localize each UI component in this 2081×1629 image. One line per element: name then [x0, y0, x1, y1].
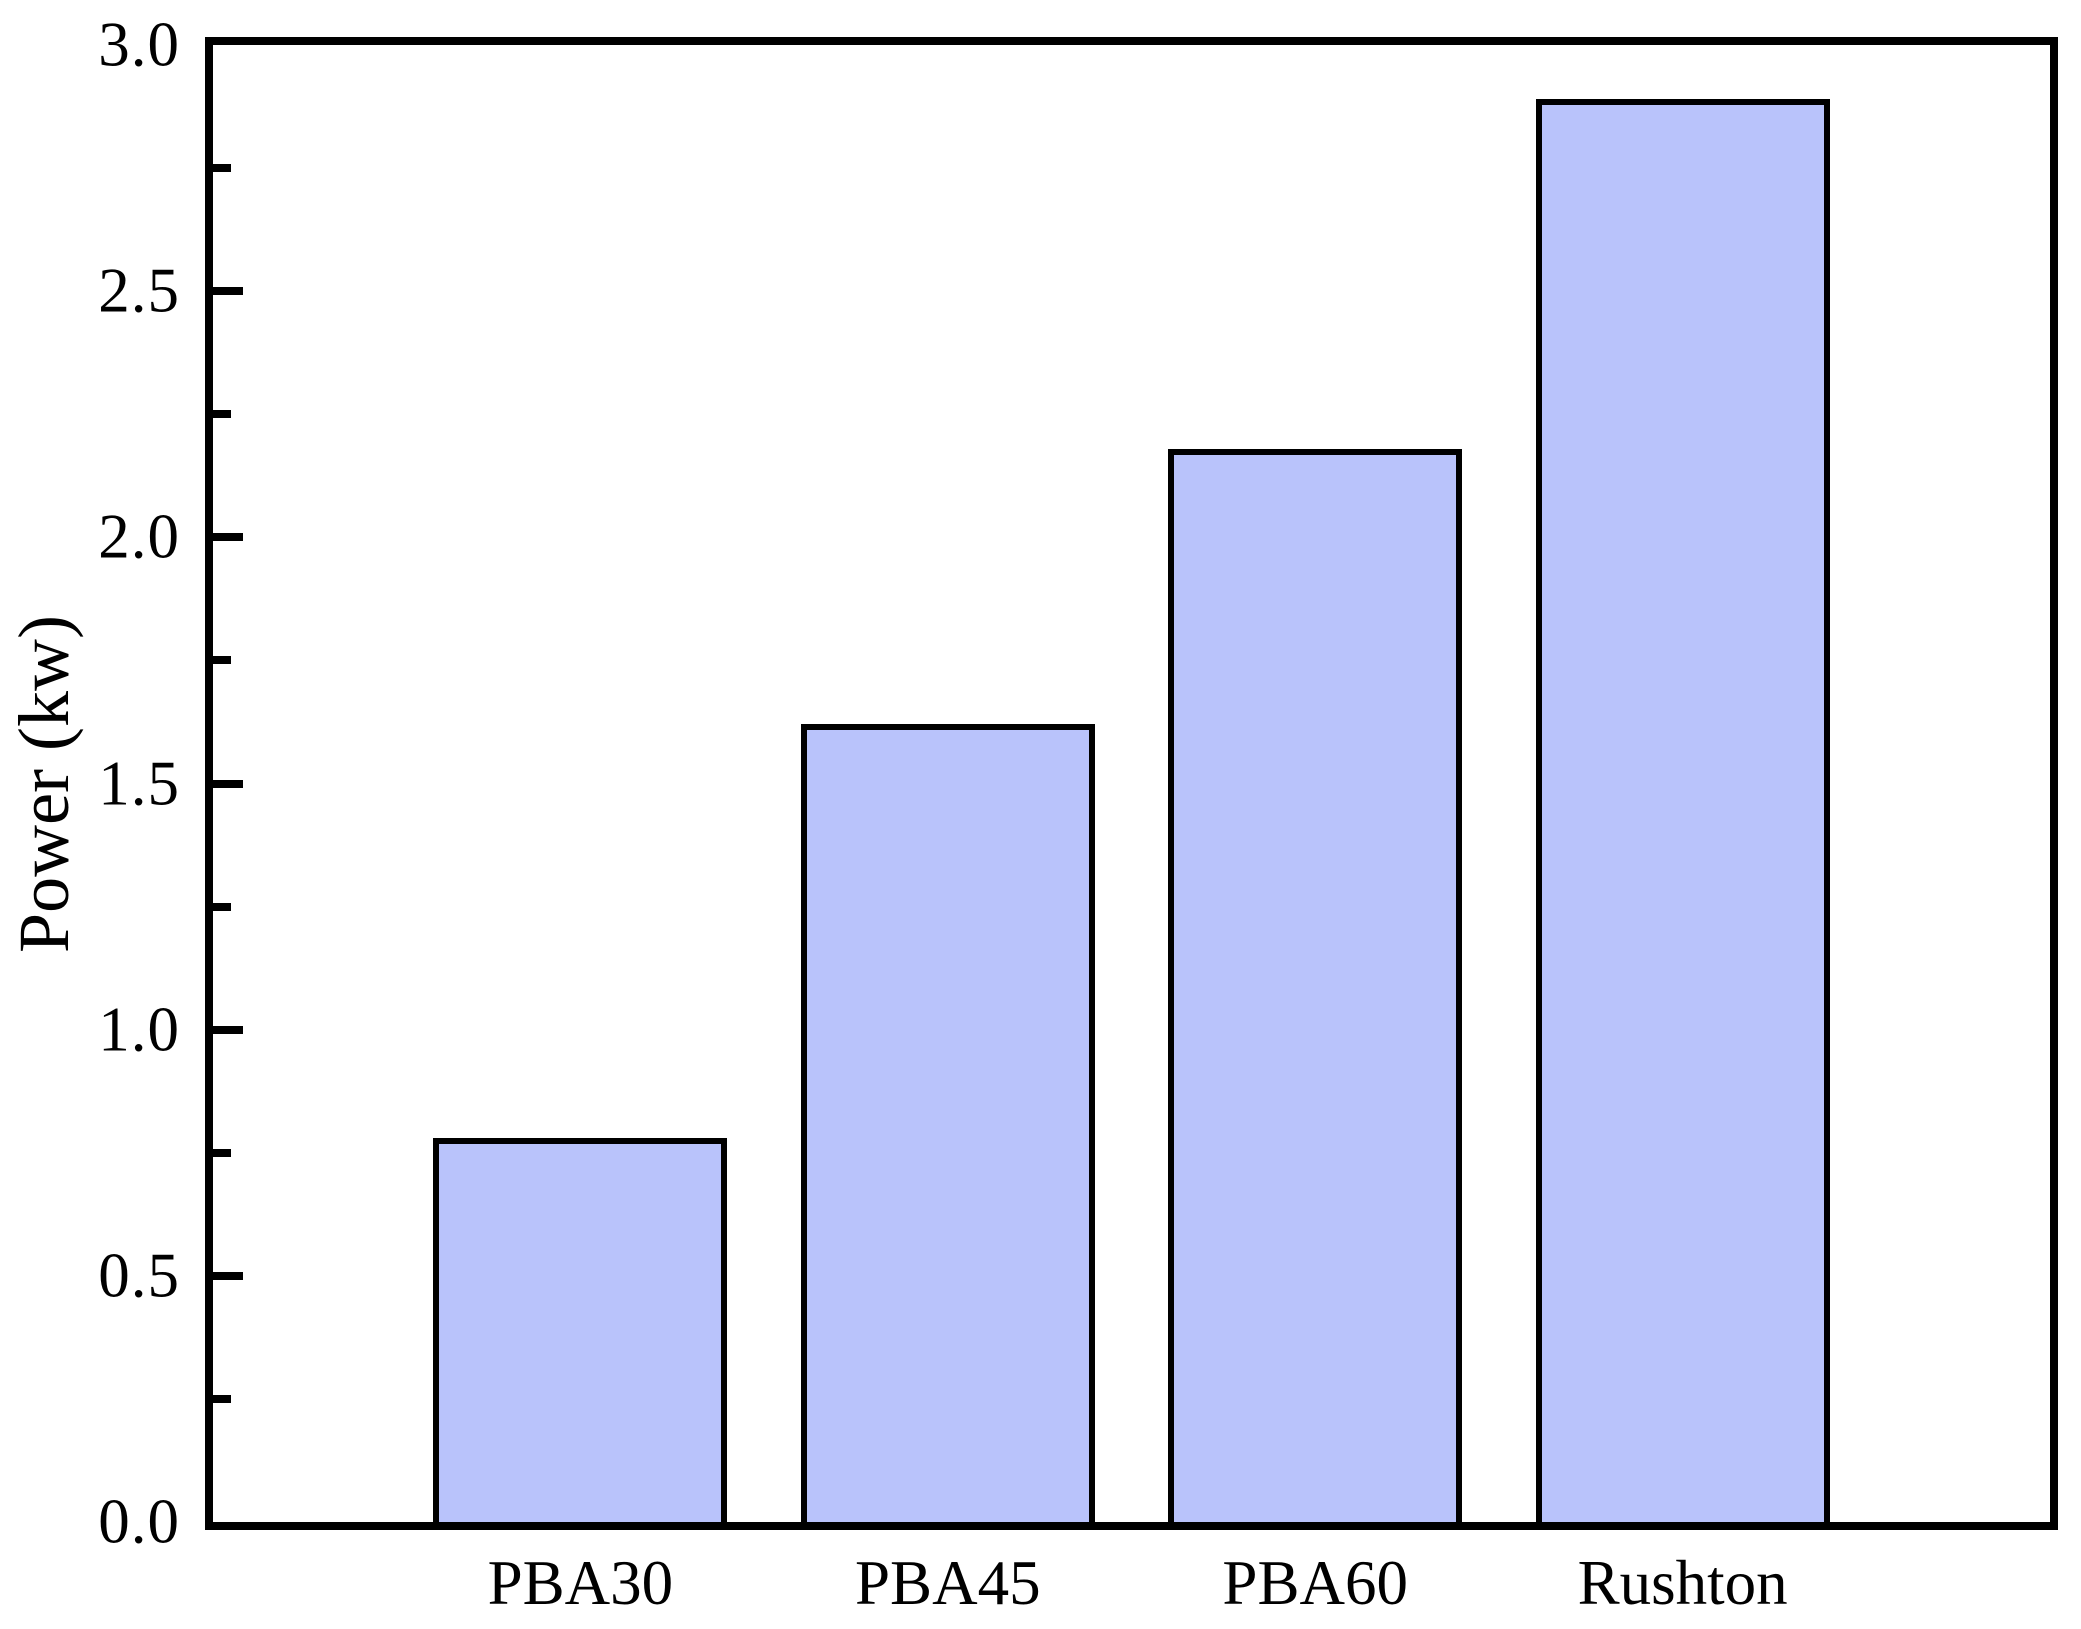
- y-minor-tick: [213, 902, 231, 911]
- y-minor-tick: [213, 1394, 231, 1403]
- y-tick-label: 3.0: [98, 9, 180, 80]
- bar-PBA60: [1168, 448, 1463, 1522]
- y-tick-label: 0.5: [98, 1240, 180, 1311]
- y-minor-tick: [213, 410, 231, 419]
- plot-area: [205, 37, 2058, 1530]
- y-major-tick: [213, 779, 243, 788]
- y-major-tick: [213, 533, 243, 542]
- x-category-label: PBA60: [1222, 1548, 1408, 1618]
- x-category-label: PBA30: [487, 1548, 674, 1618]
- bar-PBA45: [800, 724, 1095, 1522]
- bar-PBA30: [433, 1137, 728, 1522]
- y-major-tick: [213, 1025, 243, 1034]
- x-category-label: Rushton: [1577, 1548, 1788, 1618]
- x-category-label: PBA45: [855, 1548, 1041, 1618]
- y-tick-label: 1.0: [98, 994, 180, 1065]
- y-tick-label: 2.5: [98, 255, 180, 326]
- y-minor-tick: [213, 164, 231, 173]
- bar-Rushton: [1535, 99, 1830, 1522]
- y-tick-label: 2.0: [98, 501, 180, 572]
- y-minor-tick: [213, 1148, 231, 1157]
- y-minor-tick: [213, 656, 231, 665]
- y-major-tick: [213, 287, 243, 296]
- y-major-tick: [213, 1271, 243, 1280]
- bars-layer: [213, 45, 2050, 1522]
- y-tick-label: 1.5: [98, 748, 180, 818]
- y-tick-label: 0.0: [98, 1486, 180, 1557]
